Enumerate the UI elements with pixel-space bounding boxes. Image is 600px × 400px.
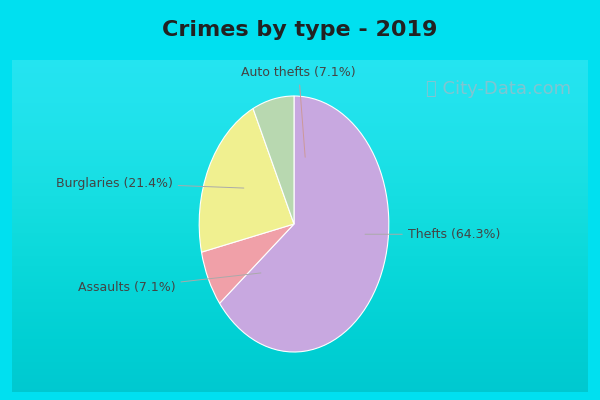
Wedge shape [253, 96, 294, 224]
Text: ⓘ City-Data.com: ⓘ City-Data.com [425, 80, 571, 98]
Text: Auto thefts (7.1%): Auto thefts (7.1%) [241, 66, 356, 157]
Text: Crimes by type - 2019: Crimes by type - 2019 [163, 20, 437, 40]
Text: Thefts (64.3%): Thefts (64.3%) [365, 228, 500, 241]
Text: Burglaries (21.4%): Burglaries (21.4%) [56, 176, 244, 190]
Wedge shape [202, 224, 294, 303]
Text: Assaults (7.1%): Assaults (7.1%) [78, 273, 261, 294]
Wedge shape [220, 96, 389, 352]
Wedge shape [199, 108, 294, 252]
